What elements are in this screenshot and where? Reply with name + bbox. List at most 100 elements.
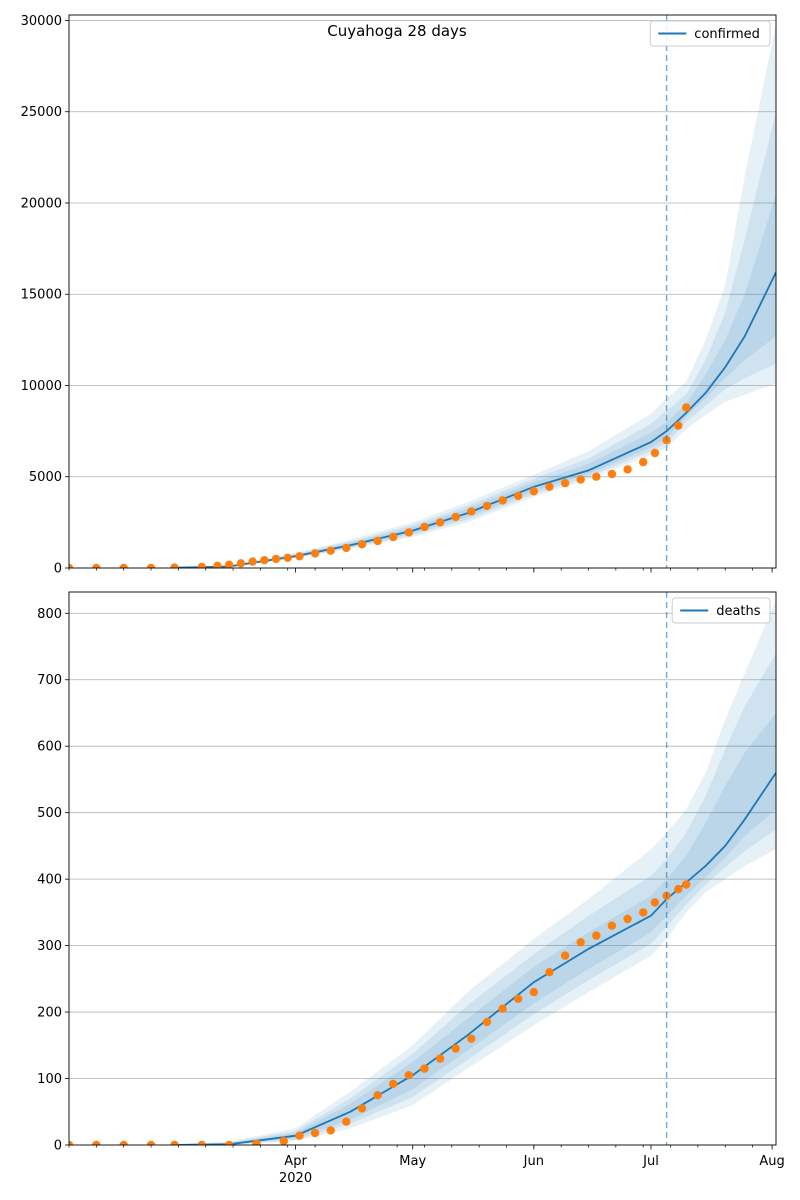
observed-point [674, 421, 683, 430]
observed-point [146, 1140, 156, 1145]
observed-point [482, 1017, 492, 1027]
observed-point [545, 968, 554, 977]
observed-point [260, 556, 269, 565]
y-tick-label: 5000 [29, 470, 62, 485]
observed-point [119, 1140, 128, 1145]
y-tick-label: 15000 [21, 288, 62, 303]
observed-point [146, 563, 156, 568]
legend-box [671, 597, 771, 624]
observed-point [592, 472, 601, 481]
observed-point [560, 951, 570, 960]
observed-point [607, 469, 617, 479]
observed-point [170, 1140, 179, 1145]
observed-point [420, 1064, 429, 1073]
observed-point [342, 543, 351, 553]
observed-point [639, 908, 648, 917]
confirmed-panel: 0 5000 10000 15000 20000 25000 30000 confirmed [21, 14, 777, 577]
observed-point [279, 1136, 288, 1145]
forecast-line [174, 772, 776, 1145]
observed-point [197, 562, 206, 568]
observed-point [682, 880, 691, 889]
legend-box [649, 20, 771, 47]
observed-point [69, 563, 74, 568]
y-tick-label: 500 [37, 806, 62, 821]
observed-point [674, 884, 683, 894]
y-tick-label: 600 [37, 740, 62, 755]
y-tick-label: 800 [37, 607, 62, 622]
observed-point [514, 491, 523, 501]
x-tick-label: Aug [759, 1154, 784, 1169]
y-tick-label: 0 [54, 562, 62, 577]
observed-point [342, 1117, 351, 1126]
x-tick-label: May [399, 1154, 426, 1169]
observed-point [482, 501, 492, 511]
observed-point [283, 553, 292, 562]
observed-point [498, 1004, 507, 1013]
observed-point [224, 560, 234, 568]
legend-label: confirmed [694, 27, 760, 42]
observed-point [373, 1091, 382, 1100]
observed-point [389, 1079, 398, 1089]
observed-point [682, 403, 691, 412]
y-tick-label: 200 [37, 1006, 62, 1021]
y-tick-label: 25000 [21, 105, 62, 120]
observed-point [326, 546, 335, 555]
observed-point [404, 528, 413, 537]
x-tick-label: Jun [523, 1154, 544, 1169]
observed-point [576, 475, 585, 484]
observed-point [119, 563, 128, 568]
observed-point [529, 487, 538, 496]
observed-point [389, 532, 398, 542]
observed-point [467, 1034, 476, 1043]
y-tick-label: 20000 [21, 196, 62, 211]
legend-label: deaths [716, 604, 761, 619]
observed-point [92, 1140, 101, 1145]
observed-point [545, 482, 554, 491]
observed-point [295, 1131, 304, 1140]
observed-point [451, 1044, 460, 1053]
observed-point [213, 561, 222, 568]
observed-point [650, 448, 660, 458]
forecast-band-1 [174, 24, 776, 568]
observed-point [498, 496, 507, 505]
observed-point [271, 554, 281, 564]
observed-point [310, 549, 320, 558]
observed-point [560, 478, 570, 488]
observed-point [357, 1104, 367, 1113]
forecast-band-3 [174, 713, 776, 1145]
y-tick-label: 700 [37, 673, 62, 688]
x-tick-label: Apr [284, 1154, 307, 1169]
observed-point [248, 557, 257, 566]
plot-area [69, 600, 776, 1145]
y-tick-label: 400 [37, 873, 62, 888]
observed-point [576, 938, 585, 947]
y-tick-label: 0 [54, 1139, 62, 1154]
observed-point [404, 1071, 413, 1080]
observed-point [224, 1140, 234, 1145]
observed-point [373, 536, 382, 546]
axes-frame [68, 14, 777, 569]
observed-point [326, 1126, 335, 1135]
observed-point [467, 507, 476, 516]
observed-point [435, 518, 445, 527]
legend: deaths [671, 597, 771, 624]
observed-point [252, 1139, 261, 1145]
observed-point [435, 1054, 445, 1063]
y-tick-label: 10000 [21, 379, 62, 394]
plot-area [69, 24, 776, 568]
observed-point [420, 522, 429, 532]
observed-point [310, 1128, 320, 1138]
deaths-panel: 0 100 200 300 400 500 600 700 800 Apr 2020 May Jun Ju… [37, 591, 785, 1186]
observed-point [650, 898, 660, 907]
observed-point [514, 994, 523, 1003]
forecast-band-1 [174, 600, 776, 1145]
x-year-label: 2020 [279, 1171, 312, 1186]
observed-point [607, 921, 617, 930]
y-tick-label: 30000 [21, 14, 62, 29]
observed-point [197, 1140, 206, 1145]
y-tick-label: 300 [37, 939, 62, 954]
x-tick-label: Jul [642, 1154, 659, 1169]
observed-point [170, 563, 179, 568]
legend: confirmed [649, 20, 771, 47]
